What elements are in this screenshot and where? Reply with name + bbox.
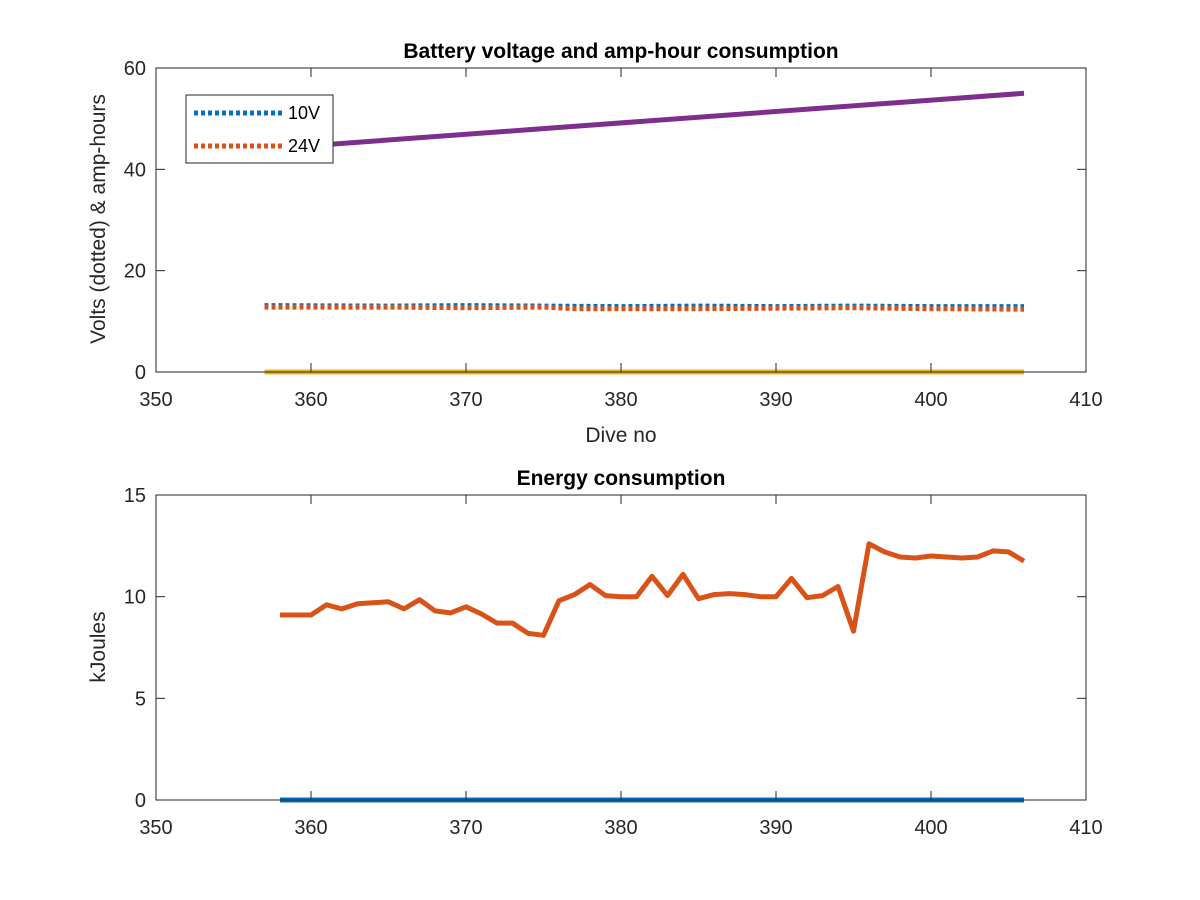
y-tick-label: 20 xyxy=(124,261,146,283)
y-tick-label: 10 xyxy=(124,587,146,609)
x-tick-label: 390 xyxy=(759,817,792,839)
y-tick-label: 15 xyxy=(124,485,146,507)
legend-box xyxy=(185,94,334,164)
y-tick-label: 40 xyxy=(124,159,146,181)
y-axis-label: kJoules xyxy=(87,611,110,682)
chart-title: Battery voltage and amp-hour consumption xyxy=(403,40,838,63)
y-axis-label: Volts (dotted) & amp-hours xyxy=(87,94,110,344)
x-tick-label: 410 xyxy=(1069,389,1102,411)
legend-entry-10v: 10V xyxy=(288,103,320,123)
series-0-line xyxy=(280,541,1026,638)
chart-title: Energy consumption xyxy=(517,467,726,490)
y-tick-label: 60 xyxy=(124,58,146,80)
y-tick-label: 0 xyxy=(135,790,146,812)
x-tick-label: 350 xyxy=(139,389,172,411)
plot-area xyxy=(280,541,1026,803)
energy-chart: Energy consumption kJoules 350 360 370 380 3… xyxy=(87,467,1103,839)
x-tick-label: 390 xyxy=(759,389,792,411)
x-tick-label: 400 xyxy=(914,817,947,839)
x-tick-label: 380 xyxy=(604,389,637,411)
x-tick-label: 370 xyxy=(449,817,482,839)
y-tick-label: 0 xyxy=(135,362,146,384)
x-tick-label: 400 xyxy=(914,389,947,411)
y-tick-label: 5 xyxy=(135,688,146,710)
series-24v-line xyxy=(264,304,1025,312)
x-tick-label: 360 xyxy=(294,817,327,839)
x-tick-label: 350 xyxy=(139,817,172,839)
axes-box xyxy=(155,494,1087,801)
legend-entry-24v: 24V xyxy=(288,136,320,156)
series-2-line xyxy=(264,90,1025,152)
legend: 10V 24V xyxy=(185,94,334,164)
x-tick-label: 370 xyxy=(449,389,482,411)
axis-ticks: 350 360 370 380 390 400 410 0 5 10 15 xyxy=(124,485,1103,839)
battery-chart: Battery voltage and amp-hour consumption… xyxy=(87,40,1103,447)
axis-ticks: 350 360 370 380 390 400 410 0 20 40 60 xyxy=(124,58,1103,411)
plot-area xyxy=(264,90,1025,375)
x-tick-label: 360 xyxy=(294,389,327,411)
x-axis-label: Dive no xyxy=(585,424,656,447)
x-tick-label: 380 xyxy=(604,817,637,839)
x-tick-label: 410 xyxy=(1069,817,1102,839)
